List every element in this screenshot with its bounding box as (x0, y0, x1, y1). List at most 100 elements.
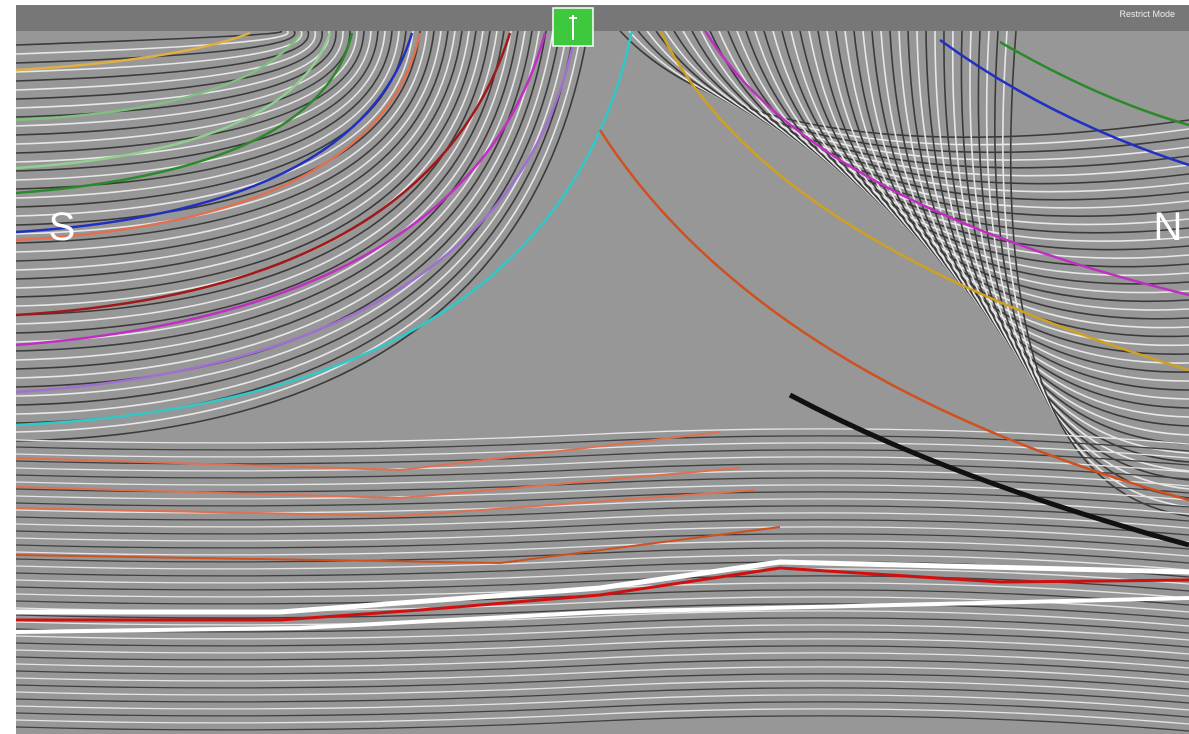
reflector (16, 638, 1189, 655)
reflector (691, 31, 1189, 201)
reflector (16, 645, 1189, 662)
reflector (16, 31, 470, 289)
reflector (16, 31, 463, 280)
horizon (16, 31, 251, 72)
reflector (16, 31, 505, 334)
reflector (16, 31, 519, 352)
horizon (16, 32, 422, 242)
reflector (16, 554, 1189, 571)
horizon (16, 467, 741, 500)
reflector (16, 512, 1189, 529)
reflector (16, 659, 1189, 676)
reflector (16, 31, 400, 199)
reflector (16, 31, 442, 253)
reflector (16, 31, 296, 64)
reflector (16, 31, 379, 172)
reflector (16, 435, 1189, 452)
reflector (16, 610, 1189, 627)
reflector (16, 31, 477, 298)
reflector (969, 31, 1189, 472)
reflector (925, 31, 1189, 427)
reflector (16, 547, 1189, 564)
direction-label: S (49, 205, 76, 249)
reflector (16, 715, 1189, 732)
reflector (16, 442, 1189, 459)
reflector (16, 526, 1189, 543)
reflector (16, 31, 344, 127)
reflector (16, 31, 283, 46)
reflector (16, 31, 365, 154)
reflector (16, 498, 1189, 515)
reflector (709, 31, 1189, 217)
reflector (16, 617, 1189, 634)
horizon (16, 526, 781, 565)
reflector (16, 701, 1189, 718)
horizon (16, 32, 547, 347)
reflector (16, 575, 1189, 592)
reflector (16, 31, 561, 406)
reflector (16, 568, 1189, 585)
horizon (939, 38, 1189, 167)
reflector (745, 31, 1189, 251)
toolbar (16, 5, 1189, 31)
reflector (16, 673, 1189, 690)
reflector (788, 392, 1189, 548)
reflector (16, 31, 386, 181)
reflector (682, 31, 1189, 193)
reflector (16, 31, 316, 91)
reflector (16, 31, 449, 262)
reflector (16, 31, 512, 343)
reflector (16, 491, 1189, 508)
horizon (16, 566, 1189, 622)
reflector (16, 694, 1189, 711)
reflector (1002, 31, 1189, 508)
reflector (16, 687, 1189, 704)
reflector (16, 31, 372, 163)
horizon (16, 34, 577, 394)
reflector (16, 540, 1189, 557)
reflectors (16, 31, 1189, 732)
horizon (16, 32, 332, 170)
reflector (16, 31, 568, 415)
reflector (16, 31, 491, 316)
reflector (16, 31, 414, 217)
reflector (16, 31, 456, 271)
reflector (16, 31, 421, 226)
reflector (16, 428, 1189, 445)
reflector (16, 631, 1189, 648)
horizon (16, 32, 414, 234)
reflector (16, 533, 1189, 550)
reflector (16, 603, 1189, 620)
reflector (16, 31, 303, 73)
mode-label: Restrict Mode (1119, 9, 1175, 19)
direction-label: N (1154, 205, 1183, 249)
reflector (16, 31, 526, 361)
reflector (16, 456, 1189, 473)
horizon (16, 31, 633, 427)
horizon (703, 31, 1189, 297)
reflector (943, 31, 1189, 445)
reflector (763, 31, 1189, 268)
reflector (736, 31, 1189, 243)
reflector (16, 31, 582, 433)
reflector (16, 31, 323, 100)
reflector (16, 505, 1189, 522)
reflector (16, 31, 289, 55)
horizon (16, 32, 354, 195)
reflector (16, 596, 1189, 634)
horizon (659, 31, 1189, 372)
reflector (16, 31, 358, 145)
horizon (999, 40, 1189, 127)
reflector (628, 31, 1189, 146)
reflector (16, 31, 435, 244)
reflector (16, 463, 1189, 480)
horizon (16, 32, 512, 317)
horizon (16, 489, 756, 518)
reflector (16, 31, 428, 235)
reflector (977, 31, 1189, 481)
reflector (960, 31, 1189, 463)
reflector (664, 31, 1189, 177)
reflector (951, 31, 1189, 454)
